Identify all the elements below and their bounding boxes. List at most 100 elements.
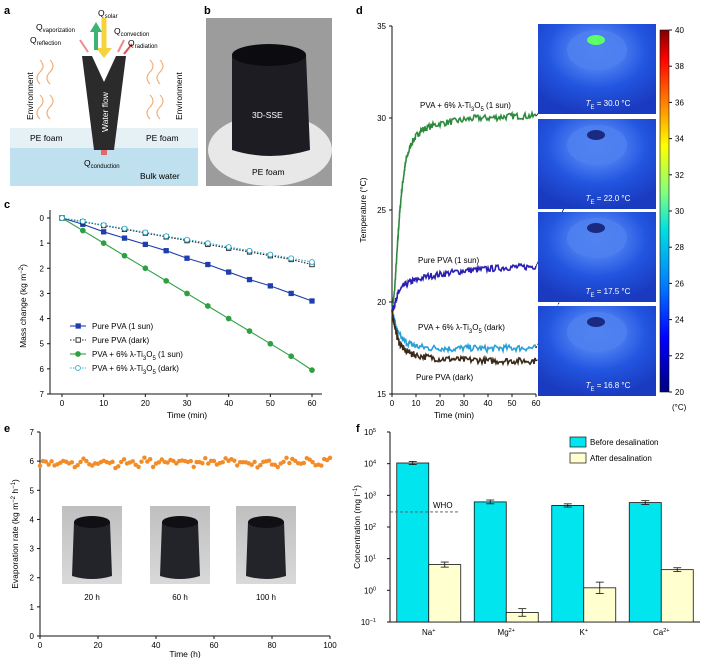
y-tick-label-d: 15 xyxy=(377,390,386,399)
bar-0-3 xyxy=(628,502,662,623)
series-label-d-0-part-3: 5 xyxy=(480,107,484,113)
y-tick-exp: −1 xyxy=(370,618,376,624)
aging-photo-label: 60 h xyxy=(172,593,188,602)
data-point-e xyxy=(211,458,217,464)
device-body xyxy=(82,56,126,150)
bulk-water-label: Bulk water xyxy=(140,171,180,181)
series-label-d-2-part-2: O xyxy=(472,323,478,332)
foam-photo-label: PE foam xyxy=(252,167,285,177)
data-point-c xyxy=(100,240,107,246)
data-point-c xyxy=(121,225,128,232)
thermal-label-t: T xyxy=(586,381,592,390)
y-tick-label-d: 20 xyxy=(377,298,386,307)
y-tick-label-c: 0 xyxy=(40,214,45,223)
bar-0-2 xyxy=(551,505,585,623)
data-point-e xyxy=(235,463,240,468)
category-sup: + xyxy=(585,628,588,634)
x-tick-label-c: 60 xyxy=(308,399,317,408)
x-tick-label-c: 20 xyxy=(141,399,150,408)
y-tick-label-f: 103 xyxy=(364,491,376,500)
legend-label-c-2: PVA + 6% λ-Ti3O5 (1 sun) xyxy=(92,350,183,362)
data-point-e xyxy=(130,459,135,464)
data-point-c xyxy=(288,353,295,360)
legend-swatch-f xyxy=(569,452,587,464)
data-point-e xyxy=(121,457,127,462)
q-vaporization-label: Qvaporization xyxy=(36,22,75,34)
series-label-d-2-part-4: (dark) xyxy=(482,323,505,332)
data-point-c xyxy=(79,227,86,234)
y-axis-label-e-part-4: ) xyxy=(10,479,20,482)
thermal-temperature-label: TE = 22.0 °C xyxy=(586,194,631,206)
conduction-marker xyxy=(101,150,107,155)
y-tick-label-f: 104 xyxy=(364,460,376,469)
data-point-c xyxy=(309,367,315,373)
y-axis-label-f-part-1: −1 xyxy=(353,487,359,495)
legend-swatch-f xyxy=(569,436,587,448)
data-point-e xyxy=(46,462,51,467)
y-axis-label-e-part-0: Evaporation rate (kg m xyxy=(10,503,20,589)
thermal-hotspot-area xyxy=(567,312,627,352)
legend-label-c-3-part-4: (dark) xyxy=(156,364,179,373)
device-photo-top xyxy=(232,44,306,66)
q-solar-label: Qsolar xyxy=(98,8,118,20)
y-tick-label-c: 3 xyxy=(40,289,45,298)
pe-foam-left-label: PE foam xyxy=(30,133,63,143)
series-label-d-0-part-4: (1 sun) xyxy=(484,101,511,110)
thermal-device-spot xyxy=(587,317,605,327)
thermal-device-spot xyxy=(587,130,605,140)
x-tick-label-d: 60 xyxy=(532,399,541,408)
aging-device-photo xyxy=(72,517,112,579)
series-line-d-2 xyxy=(391,311,537,355)
x-tick-label-c: 0 xyxy=(60,399,65,408)
series-label-d-2-part-0: PVA + 6% λ-Ti xyxy=(418,323,469,332)
panel-letter-d: d xyxy=(356,5,363,17)
series-label-d-3-part-0: Pure PVA (dark) xyxy=(416,373,474,382)
data-point-c xyxy=(142,229,149,236)
thermal-temperature-label: TE = 17.5 °C xyxy=(586,287,631,299)
colorbar-tick-label: 32 xyxy=(675,171,684,180)
legend-label-c-3-part-0: PVA + 6% λ-Ti xyxy=(92,364,143,373)
data-point-e xyxy=(188,458,193,464)
data-point-e xyxy=(148,457,153,462)
y-tick-label-f: 100 xyxy=(364,586,376,595)
series-label-d-2: PVA + 6% λ-Ti3O5 (dark) xyxy=(418,323,505,335)
y-tick-exp: 0 xyxy=(373,586,376,592)
data-point-c xyxy=(288,290,294,297)
x-tick-label-c: 30 xyxy=(183,399,192,408)
legend-marker-c xyxy=(75,365,81,371)
panel-letter-f: f xyxy=(356,423,360,435)
water-flow-label: Water flow xyxy=(100,91,110,132)
data-point-e xyxy=(249,462,254,468)
y-tick-base: 10 xyxy=(364,555,373,564)
thermal-temperature-label: TE = 16.8 °C xyxy=(586,381,631,393)
schematic-panel-a: Qsolar Qvaporization Qreflection Qconvec… xyxy=(10,8,198,186)
data-point-e xyxy=(136,464,141,470)
y-tick-label-f: 105 xyxy=(364,428,376,437)
category-base: Ca xyxy=(653,628,664,637)
colorbar-tick-label: 30 xyxy=(675,207,684,216)
data-point-e xyxy=(281,459,286,465)
legend-label-c-2-part-2: O xyxy=(146,350,152,359)
thermal-device-spot xyxy=(587,223,605,233)
data-point-e xyxy=(200,461,205,466)
category-label-f: Mg2+ xyxy=(498,628,515,637)
data-point-c xyxy=(309,298,315,304)
data-point-e xyxy=(319,463,324,468)
data-point-c xyxy=(163,248,169,254)
bar-1-0 xyxy=(428,564,462,623)
y-tick-label-d: 30 xyxy=(377,114,386,123)
category-sup: + xyxy=(432,628,435,634)
data-point-e xyxy=(84,458,89,464)
data-point-e xyxy=(266,458,272,463)
y-axis-label-e-part-2: h xyxy=(10,489,20,496)
thermal-images: TE = 30.0 °CTE = 22.0 °CTE = 17.5 °CTE =… xyxy=(538,24,656,396)
series-line-d-1 xyxy=(391,262,537,314)
series-label-d-0-part-1: 3 xyxy=(471,107,475,113)
series-label-d-3: Pure PVA (dark) xyxy=(416,373,474,382)
legend-label-c-2-part-1: 3 xyxy=(143,356,147,362)
x-tick-label-d: 10 xyxy=(412,399,421,408)
q-radiation-label: Qradiation xyxy=(128,38,158,50)
data-point-e xyxy=(191,464,196,470)
legend-marker-c xyxy=(75,323,81,329)
